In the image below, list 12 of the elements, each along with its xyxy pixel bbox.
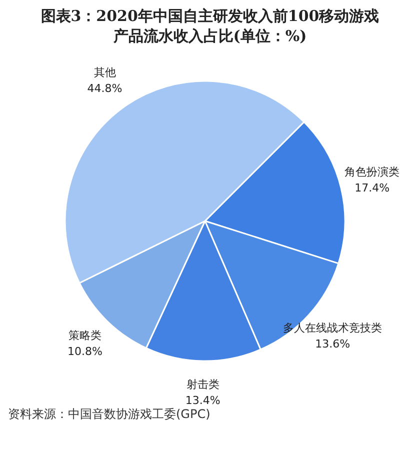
data-label: 17.4%	[354, 181, 390, 194]
data-label: 44.8%	[87, 82, 122, 96]
slice-label: 策略类	[68, 329, 102, 342]
slice-label: 角色扮演类	[344, 165, 400, 178]
text: 资料来源：中国音数协游戏工委(GPC)	[7, 406, 212, 423]
data-label: 13.6%	[315, 337, 350, 350]
slice-label: 射击类	[186, 378, 220, 391]
slice-label: 其他	[94, 66, 116, 80]
slice-label: 多人在线战术竞技类	[283, 321, 382, 334]
data-label: 13.4%	[185, 394, 220, 407]
chart-title: 图表3：2020年中国自主研发收入前100移动游戏产品流水收入占比(单位：%)	[40, 6, 380, 46]
data-label: 10.8%	[67, 345, 102, 358]
